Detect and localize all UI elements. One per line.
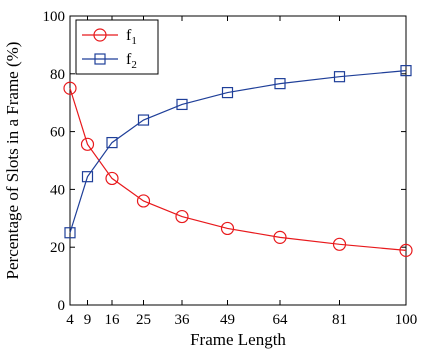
series-2-point [176,98,188,111]
x-tick-label: 25 [136,312,151,328]
x-tick-label: 9 [84,312,92,328]
y-tick-label: 60 [50,125,65,141]
y-axis-ticks: 0 20 40 60 80 100 [43,9,406,314]
series-2-line [69,70,407,233]
series-2-point [274,78,286,90]
y-tick-label: 100 [43,9,66,25]
legend-marker [94,53,106,65]
series-1-point [136,194,151,208]
series-2 [64,65,412,239]
legend-label: f2 [126,51,137,71]
series-1-point [63,81,77,95]
y-axis-label: Percentage of Slots in a Frame (%) [3,42,22,280]
series-1-point [332,237,347,251]
x-axis-label: Frame Length [190,330,286,349]
y-tick-label: 40 [50,182,65,198]
x-tick-label: 36 [175,312,191,328]
series-2-point [221,86,234,99]
y-tick-label: 0 [58,298,66,314]
series-1-point [105,171,119,186]
series-1-point [220,221,235,236]
series-layer [63,65,413,257]
legend-label-subscript: 1 [131,35,137,47]
plot-area-border [69,15,407,306]
legend-label: f1 [126,27,137,47]
series-2-point [81,171,94,183]
y-tick-label: 20 [50,240,65,256]
x-tick-label: 81 [332,312,347,328]
series-1-point [399,243,413,257]
legend-label-base: f [126,51,132,68]
series-2-point [400,65,412,77]
plot-frame [69,15,407,306]
legend-box [75,19,159,75]
x-tick-label: 64 [273,312,289,328]
series-2-point [137,114,150,126]
x-tick-label: 16 [105,312,121,328]
series-1 [63,81,413,257]
x-tick-label: 4 [66,312,74,328]
legend-item-1: f1 [82,27,137,47]
legend-marker [93,28,107,42]
legend-label-subscript: 2 [131,59,137,71]
series-1-line [69,88,407,251]
series-1-point [273,230,287,244]
series-2-point [333,71,346,83]
x-axis-ticks: 4 9 16 25 36 49 64 81 100 [66,16,417,328]
x-tick-label: 100 [395,312,418,328]
series-2-point [106,136,118,149]
legend-item-2: f2 [82,51,137,71]
series-2-point [64,227,76,239]
legend-label-base: f [126,27,132,44]
x-tick-label: 49 [220,312,235,328]
y-tick-label: 80 [50,67,65,83]
series-1-point [80,137,95,151]
series-1-point [175,209,189,224]
